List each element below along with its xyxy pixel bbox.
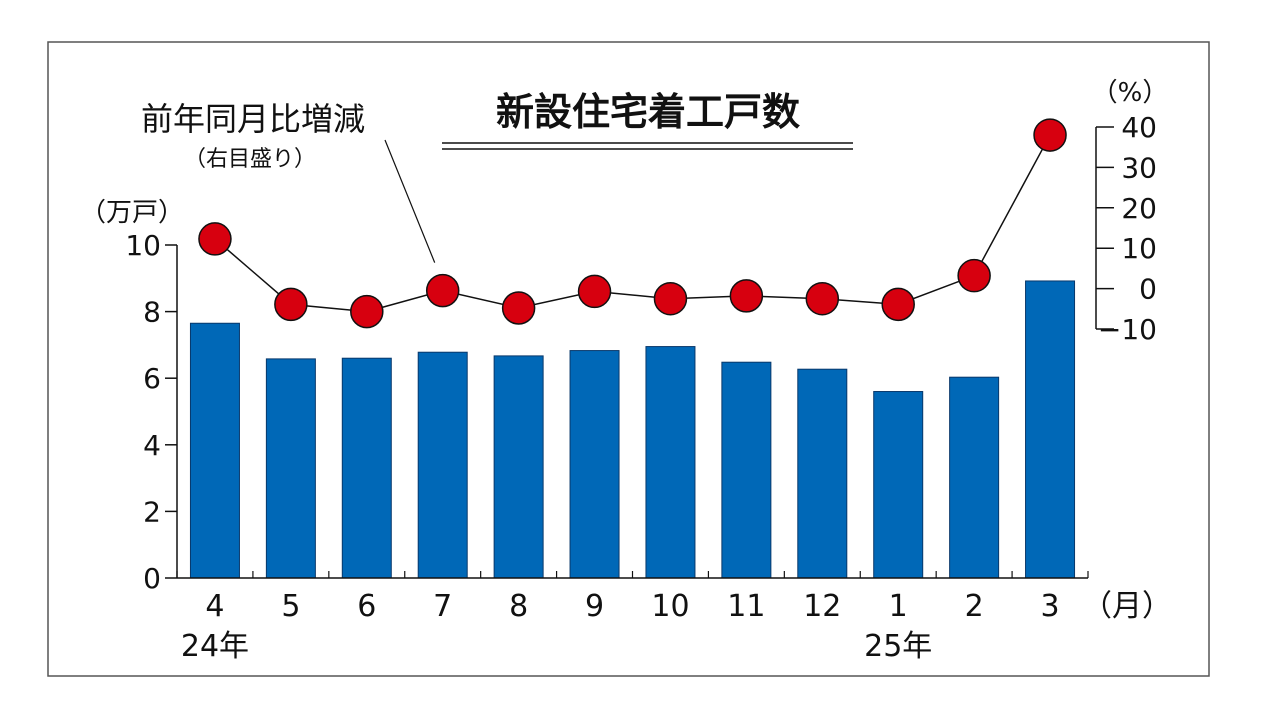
x-axis-tick-label: 7	[433, 589, 452, 624]
annotation-sublabel: （右目盛り）	[184, 147, 316, 172]
x-axis-tick-label: 4	[205, 589, 224, 624]
x-axis-tick-label: 2	[965, 589, 984, 624]
year-label: 25年	[864, 629, 932, 664]
x-axis-tick-label: 3	[1040, 589, 1059, 624]
yoy-change-point	[425, 273, 460, 308]
right-axis-unit: （%）	[1092, 78, 1169, 108]
left-axis-tick-label: 0	[143, 562, 161, 595]
right-axis-tick-label: 10	[1121, 232, 1157, 265]
yoy-change-point	[805, 281, 840, 316]
right-axis-tick-label: 30	[1121, 151, 1157, 184]
year-label: 24年	[181, 629, 249, 664]
bar	[341, 357, 392, 579]
x-axis-tick-label: 12	[803, 589, 841, 624]
yoy-change-point	[350, 294, 384, 329]
yoy-change-point	[729, 279, 764, 313]
x-axis-tick-label: 5	[281, 589, 300, 624]
yoy-change-point	[274, 287, 308, 322]
left-axis-tick-label: 10	[125, 229, 161, 262]
chart-frame	[47, 41, 1210, 677]
left-axis-tick-label: 4	[143, 429, 161, 462]
bar	[721, 361, 772, 579]
yoy-change-point	[881, 287, 915, 322]
bar	[797, 368, 848, 579]
yoy-change-point	[653, 281, 688, 316]
right-axis-tick-label: −10	[1098, 313, 1157, 346]
x-axis-tick-label: 11	[727, 589, 765, 624]
yoy-change-point	[198, 222, 232, 256]
bar	[873, 391, 924, 579]
x-axis-tick-label: 9	[585, 589, 604, 624]
yoy-change-point	[957, 258, 991, 293]
chart-title: 新設住宅着工戸数	[496, 90, 800, 134]
right-axis-tick-label: 20	[1121, 192, 1157, 225]
bar	[265, 358, 316, 579]
yoy-change-point	[501, 291, 536, 325]
right-axis-tick-label: 0	[1139, 273, 1157, 306]
bar	[645, 346, 696, 579]
bar	[569, 350, 620, 579]
bar	[189, 322, 240, 579]
bar	[1025, 280, 1076, 579]
x-axis-tick-label: 8	[509, 589, 528, 624]
left-axis-tick-label: 6	[143, 362, 161, 395]
annotation-leader-line	[384, 139, 436, 263]
right-axis-tick-label: 40	[1121, 111, 1157, 144]
left-axis-tick-label: 8	[143, 296, 161, 329]
x-axis-tick-label: 10	[651, 589, 689, 624]
x-axis-tick-label: 1	[889, 589, 908, 624]
yoy-change-point	[577, 274, 612, 309]
bar	[949, 376, 1000, 579]
left-axis-tick-label: 2	[143, 495, 161, 528]
yoy-change-point	[1033, 118, 1067, 152]
x-axis-unit: （月）	[1082, 589, 1172, 624]
bar	[417, 351, 468, 579]
bar	[493, 355, 544, 579]
x-axis-tick-label: 6	[357, 589, 376, 624]
left-axis-unit: （万戸）	[80, 198, 184, 228]
annotation-label: 前年同月比増減	[141, 100, 365, 138]
